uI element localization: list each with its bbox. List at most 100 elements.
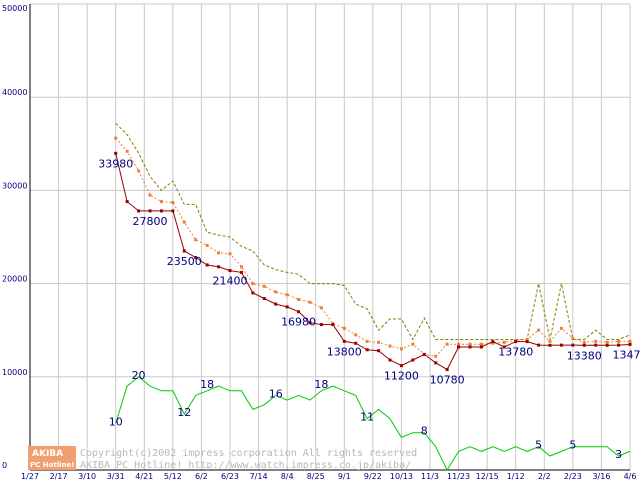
data-point-average bbox=[285, 293, 289, 297]
data-point-lowest-price bbox=[319, 323, 323, 327]
data-point-average bbox=[159, 200, 163, 204]
data-point-lowest-price bbox=[365, 348, 369, 352]
data-point-average bbox=[297, 297, 301, 301]
data-point-lowest-price bbox=[251, 291, 255, 295]
chart-series bbox=[114, 122, 632, 472]
price-data-label: 13780 bbox=[498, 346, 533, 359]
data-point-average bbox=[399, 347, 403, 351]
data-point-lowest-price bbox=[605, 343, 609, 347]
y-tick-label: 0 bbox=[2, 461, 7, 470]
data-point-average bbox=[445, 342, 449, 346]
y-tick-label: 50000 bbox=[2, 4, 27, 13]
data-point-lowest-price bbox=[297, 310, 301, 314]
series-line-lowest-price bbox=[115, 153, 631, 371]
x-tick-label: 1/12 bbox=[507, 472, 525, 480]
x-tick-label: 11/23 bbox=[447, 472, 470, 480]
x-tick-label: 4/21 bbox=[135, 472, 153, 480]
data-point-lowest-price bbox=[285, 305, 289, 309]
price-data-label: 13470 bbox=[613, 348, 640, 361]
data-point-average bbox=[582, 340, 586, 344]
data-point-lowest-price bbox=[114, 151, 118, 155]
data-point-average bbox=[342, 326, 346, 330]
x-axis-ticks: 1/27 2/17 3/10 3/31 4/21 5/12 6/2 6/23 7/14 8/4 8/… bbox=[21, 472, 636, 480]
data-point-lowest-price bbox=[468, 345, 472, 349]
x-tick-label: 1/27 bbox=[21, 472, 39, 480]
shop-count-label: 10 bbox=[109, 415, 123, 428]
x-tick-label: 9/1 bbox=[338, 472, 351, 480]
data-point-lowest-price bbox=[491, 340, 495, 344]
data-point-lowest-price bbox=[354, 341, 358, 345]
data-point-average bbox=[377, 340, 381, 344]
data-point-average bbox=[571, 337, 575, 341]
data-point-lowest-price bbox=[582, 343, 586, 347]
data-point-average bbox=[114, 136, 118, 140]
data-point-average bbox=[411, 342, 415, 346]
y-tick-label: 20000 bbox=[2, 275, 27, 284]
data-point-average bbox=[251, 282, 255, 286]
akiba-logo bbox=[28, 446, 76, 470]
shop-count-label: 20 bbox=[132, 369, 146, 382]
data-point-average bbox=[628, 339, 632, 343]
data-point-lowest-price bbox=[217, 265, 221, 269]
series-line-average bbox=[115, 137, 630, 357]
data-point-lowest-price bbox=[308, 321, 312, 325]
data-point-average bbox=[605, 340, 609, 344]
data-point-average bbox=[182, 220, 186, 224]
shop-count-label: 18 bbox=[200, 378, 214, 391]
data-point-lowest-price bbox=[594, 343, 598, 347]
akiba-logo-bottom: PC Hotline! bbox=[30, 461, 74, 469]
x-tick-label: 3/16 bbox=[592, 472, 610, 480]
chart-grid bbox=[29, 3, 631, 471]
x-tick-label: 3/10 bbox=[78, 472, 96, 480]
data-point-lowest-price bbox=[548, 343, 552, 347]
data-point-average bbox=[354, 333, 358, 337]
price-data-label: 27800 bbox=[133, 215, 168, 228]
data-point-lowest-price bbox=[194, 256, 198, 260]
data-point-lowest-price bbox=[239, 270, 243, 274]
x-tick-label: 8/4 bbox=[281, 472, 294, 480]
price-data-label: 21400 bbox=[213, 275, 248, 288]
series-line-upper-range bbox=[115, 122, 631, 341]
data-point-average bbox=[125, 149, 129, 153]
y-tick-label: 40000 bbox=[2, 88, 27, 97]
price-data-label: 10780 bbox=[430, 374, 465, 387]
shop-count-label: 3 bbox=[615, 448, 622, 461]
data-point-lowest-price bbox=[514, 340, 518, 344]
price-data-label: 13380 bbox=[567, 349, 602, 362]
data-point-lowest-price bbox=[377, 349, 381, 353]
x-tick-label: 11/3 bbox=[421, 472, 439, 480]
data-point-lowest-price bbox=[422, 352, 426, 356]
y-tick-label: 30000 bbox=[2, 181, 27, 190]
data-point-average bbox=[137, 169, 141, 173]
data-point-average bbox=[365, 339, 369, 343]
data-point-average bbox=[468, 342, 472, 346]
data-point-lowest-price bbox=[537, 343, 541, 347]
x-tick-label: 7/14 bbox=[250, 472, 268, 480]
data-point-average bbox=[228, 252, 232, 256]
price-data-label: 33980 bbox=[98, 157, 133, 170]
data-point-lowest-price bbox=[617, 343, 621, 347]
x-tick-label: 9/22 bbox=[364, 472, 382, 480]
price-data-label: 16980 bbox=[281, 316, 316, 329]
data-point-average bbox=[594, 339, 598, 343]
data-point-average bbox=[148, 193, 152, 197]
shop-count-label: 8 bbox=[421, 425, 428, 438]
data-point-lowest-price bbox=[182, 249, 186, 253]
shop-count-label: 16 bbox=[269, 387, 283, 400]
data-point-average bbox=[274, 290, 278, 294]
x-tick-label: 10/13 bbox=[390, 472, 413, 480]
data-point-average bbox=[457, 342, 461, 346]
y-axis-ticks: 50000 40000 30000 20000 10000 0 bbox=[2, 4, 27, 470]
price-data-label: 11200 bbox=[384, 370, 419, 383]
data-point-average bbox=[262, 284, 266, 288]
data-point-lowest-price bbox=[148, 209, 152, 213]
shop-count-label: 5 bbox=[535, 439, 542, 452]
x-tick-label: 6/23 bbox=[221, 472, 239, 480]
data-point-average bbox=[217, 251, 221, 255]
data-point-average bbox=[205, 243, 209, 247]
data-point-average bbox=[537, 328, 541, 332]
data-point-lowest-price bbox=[411, 358, 415, 362]
data-point-lowest-price bbox=[525, 340, 529, 344]
x-tick-label: 12/15 bbox=[476, 472, 499, 480]
